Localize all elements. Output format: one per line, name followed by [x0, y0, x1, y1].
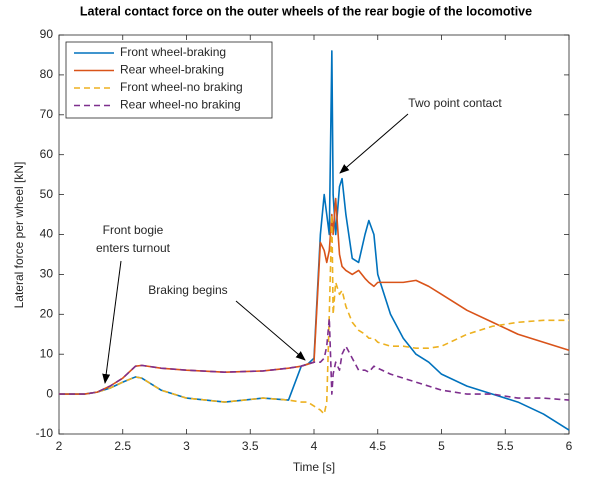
x-axis-label: Time [s]	[293, 460, 335, 474]
series-line	[59, 317, 570, 401]
y-tick-label: 10	[40, 346, 54, 360]
legend: Front wheel-braking Rear wheel-braking Fro…	[65, 41, 273, 119]
series-line	[59, 213, 569, 415]
x-tick-label: 3	[183, 439, 190, 453]
legend-label: Rear wheel-no braking	[120, 98, 241, 112]
x-tick-label: 2	[56, 439, 63, 453]
y-tick-label: 70	[40, 107, 54, 121]
x-tick-label: 5	[438, 439, 445, 453]
legend-box	[65, 41, 273, 119]
x-tick-label: 3.5	[242, 439, 259, 453]
legend-label: Front wheel-braking	[120, 45, 226, 59]
y-tick-label: -10	[36, 426, 54, 440]
x-tick-label: 4	[311, 439, 318, 453]
x-tick-label: 5.5	[497, 439, 514, 453]
y-tick-label: 20	[40, 306, 54, 320]
legend-label: Front wheel-no braking	[120, 80, 243, 94]
x-tick-label: 4.5	[369, 439, 386, 453]
annotation-arrow	[235, 300, 306, 361]
y-tick-label: 30	[40, 267, 54, 281]
y-tick-label: 80	[40, 67, 54, 81]
annotation-text: Front bogie	[103, 223, 164, 237]
annotation-arrow	[339, 113, 409, 174]
legend-label: Rear wheel-braking	[120, 63, 224, 77]
x-tick-label: 2.5	[114, 439, 131, 453]
annotation-text: Two point contact	[408, 96, 502, 110]
annotation-text: enters turnout	[96, 241, 171, 255]
chart-title: Lateral contact force on the outer wheel…	[80, 4, 532, 18]
y-axis-label: Lateral force per wheel [kN]	[12, 162, 26, 309]
y-tick-label: 90	[40, 27, 54, 41]
y-tick-label: 50	[40, 187, 54, 201]
y-tick-label: 40	[40, 227, 54, 241]
y-tick-label: 0	[46, 386, 53, 400]
annotation-text: Braking begins	[148, 283, 227, 297]
x-tick-label: 6	[566, 439, 573, 453]
annotation-arrow	[102, 260, 122, 384]
y-tick-label: 60	[40, 147, 54, 161]
